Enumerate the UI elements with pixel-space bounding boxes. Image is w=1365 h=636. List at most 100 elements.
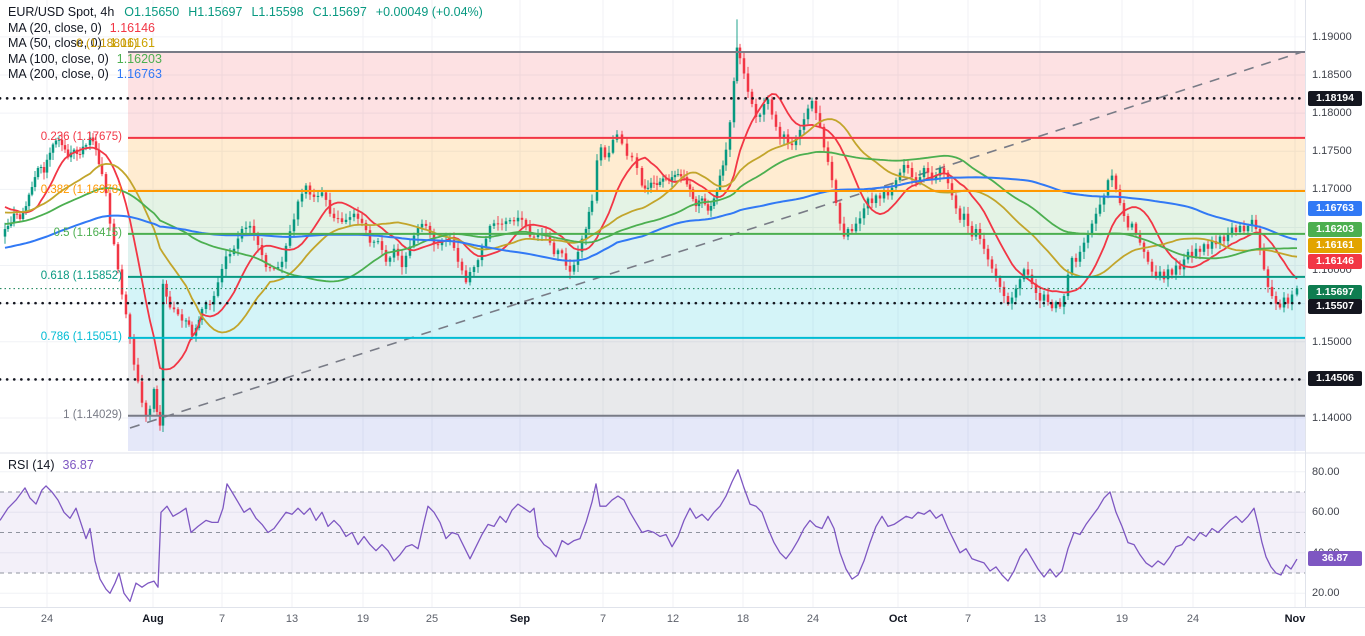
- candle-body: [1270, 286, 1274, 297]
- candle-body: [1210, 241, 1214, 249]
- candle-body: [1030, 274, 1034, 284]
- candle-body: [878, 195, 882, 199]
- fib-band: [128, 337, 1305, 416]
- ma50-legend-row[interactable]: MA (50, close, 0) 1.16161: [8, 36, 492, 52]
- candle-body: [404, 255, 408, 268]
- ma50-value: 1.16161: [109, 36, 155, 50]
- price-badge: 1.16203: [1308, 221, 1362, 237]
- candle-body: [392, 248, 396, 258]
- time-axis-label: 13: [1033, 613, 1047, 625]
- candle-body: [91, 137, 95, 142]
- candle-body: [480, 246, 484, 261]
- candle-body: [560, 250, 564, 254]
- candle-body: [216, 282, 220, 296]
- candle-body: [576, 251, 580, 265]
- ma100-label: MA (100, close, 0): [8, 51, 109, 66]
- rsi-legend-row[interactable]: RSI (14) 36.87: [8, 458, 94, 472]
- candle-body: [715, 189, 719, 199]
- candle-body: [1182, 259, 1186, 270]
- candle-body: [1054, 302, 1058, 309]
- candle-body: [786, 134, 790, 144]
- candle-body: [950, 183, 954, 196]
- candle-body: [564, 253, 568, 266]
- symbol-legend-row[interactable]: EUR/USD Spot, 4h O1.15650 H1.15697 L1.15598…: [8, 5, 492, 21]
- candle-body: [770, 99, 774, 115]
- candle-body: [1082, 242, 1086, 252]
- candle-body: [870, 198, 874, 204]
- candle-body: [607, 152, 611, 158]
- candle-body: [6, 225, 10, 230]
- trendline: [129, 51, 1303, 429]
- candle-body: [826, 147, 830, 162]
- price-axis-label: 1.19000: [1312, 31, 1352, 43]
- candle-body: [492, 223, 496, 226]
- candle-body: [998, 277, 1002, 287]
- candle-body: [794, 139, 798, 146]
- candle-body: [472, 267, 476, 273]
- ma200-legend-row[interactable]: MA (200, close, 0) 1.16763: [8, 67, 492, 83]
- ma50-label: MA (50, close, 0): [8, 36, 102, 50]
- price-badge: 1.14506: [1308, 370, 1362, 386]
- candle-body: [15, 213, 19, 215]
- fib-band-below-one: [128, 415, 1305, 451]
- candle-body: [790, 143, 794, 146]
- candle-body: [906, 164, 910, 168]
- time-axis[interactable]: [0, 608, 1365, 636]
- candle-body: [388, 257, 392, 262]
- candle-body: [754, 103, 758, 117]
- candle-body: [1058, 302, 1062, 307]
- candle-body: [100, 164, 104, 175]
- candle-body: [810, 100, 814, 109]
- candle-body: [344, 219, 348, 223]
- time-axis-label: 13: [285, 613, 299, 625]
- candle-body: [643, 185, 647, 189]
- rsi-axis-label: 80.00: [1312, 466, 1340, 478]
- candle-body: [66, 149, 70, 158]
- fib-band: [128, 233, 1305, 277]
- candle-body: [516, 217, 520, 222]
- time-axis-label: 19: [356, 613, 370, 625]
- candle-body: [635, 157, 639, 168]
- candle-body: [934, 175, 938, 181]
- price-badge: 1.18194: [1308, 90, 1362, 106]
- candle-body: [424, 223, 428, 226]
- candle-body: [396, 248, 400, 256]
- price-axis-label: 1.15000: [1312, 336, 1352, 348]
- candle-body: [1010, 297, 1014, 304]
- candle-body: [228, 254, 232, 257]
- ma50-line: [4, 118, 1298, 334]
- ma20-legend-row[interactable]: MA (20, close, 0) 1.16146: [8, 21, 492, 37]
- candle-body: [838, 203, 842, 224]
- time-axis-label: 7: [218, 613, 226, 625]
- candle-body: [942, 167, 946, 173]
- candle-body: [316, 195, 320, 197]
- ma200-label: MA (200, close, 0): [8, 67, 109, 81]
- candle-body: [1274, 296, 1278, 304]
- candle-body: [1262, 248, 1266, 270]
- candle-body: [640, 167, 644, 186]
- candle-body: [886, 190, 890, 196]
- fib-bands: [128, 52, 1305, 451]
- candle-body: [460, 261, 464, 271]
- candle-body: [830, 161, 834, 181]
- candle-body: [1046, 294, 1050, 303]
- fib-label-0.382: 0.382 (1.16978): [40, 184, 122, 196]
- time-axis-label: 25: [425, 613, 439, 625]
- candle-body: [1234, 227, 1238, 233]
- candle-body: [304, 185, 308, 194]
- candle-body: [664, 178, 668, 180]
- candle-body: [81, 146, 85, 155]
- fib-band: [128, 137, 1305, 192]
- price-axis-label: 1.17500: [1312, 145, 1352, 157]
- candle-body: [966, 213, 970, 226]
- candle-body: [1198, 248, 1202, 252]
- candle-body: [12, 213, 16, 223]
- candle-body: [284, 245, 288, 262]
- candle-body: [1150, 261, 1154, 272]
- candle-body: [974, 228, 978, 237]
- candle-body: [476, 260, 480, 268]
- candle-body: [21, 211, 25, 220]
- candle-body: [721, 165, 725, 176]
- ma100-legend-row[interactable]: MA (100, close, 0) 1.16203: [8, 52, 492, 68]
